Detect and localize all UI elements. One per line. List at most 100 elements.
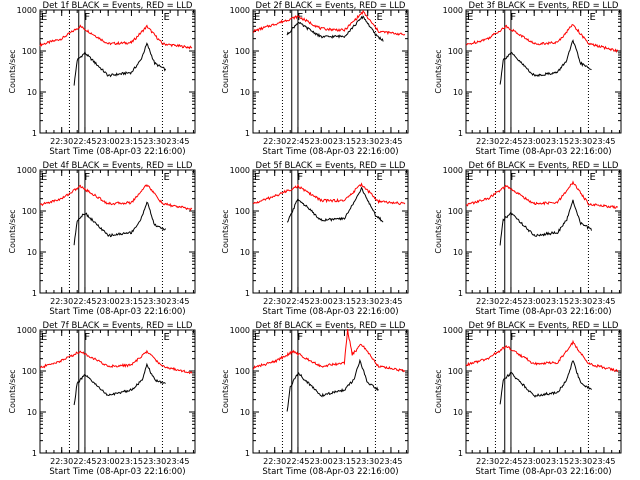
lld-rate-line — [465, 339, 619, 373]
y-tick-label: 10 — [27, 408, 37, 417]
event-marker-label: E — [41, 332, 47, 343]
event-rate-line — [499, 359, 592, 405]
y-tick-label: 10 — [240, 248, 250, 257]
x-tick-label: 23:45 — [592, 457, 615, 466]
panel-title: Det 1f BLACK = Events, RED = LLD — [43, 1, 193, 11]
y-tick-label: 1000 — [17, 6, 37, 15]
detector-panel: Det 7f BLACK = Events, RED = LLD 1 10 100 10… — [8, 321, 196, 477]
event-marker-label: E — [376, 332, 382, 343]
x-tick-label: 23:30 — [356, 457, 379, 466]
event-marker-label: E — [254, 332, 260, 343]
detector-panel: Det 4f BLACK = Events, RED = LLD 1 10 100 10… — [8, 161, 196, 317]
x-tick-label: 23:00 — [97, 457, 120, 466]
x-tick-label: 22:45 — [73, 457, 96, 466]
plot-frame — [465, 329, 622, 454]
x-tick-label: 23:00 — [523, 457, 546, 466]
y-tick-label: 1000 — [17, 326, 37, 335]
x-axis-label: Start Time (08-Apr-03 22:16:00) — [262, 307, 398, 317]
event-marker-label: E — [467, 12, 473, 23]
event-marker-label: F — [510, 172, 516, 183]
y-tick-label: 10 — [27, 248, 37, 257]
x-tick-label: 23:15 — [546, 457, 569, 466]
x-tick-label: 22:30 — [50, 457, 73, 466]
y-tick-label: 1 — [245, 289, 250, 298]
y-tick-label: 100 — [235, 367, 250, 376]
lld-rate-line — [39, 184, 193, 212]
x-tick-label: 23:30 — [569, 457, 592, 466]
x-tick-label: 22:30 — [263, 457, 286, 466]
x-tick-label: 22:30 — [50, 137, 73, 146]
y-axis-label: Counts/sec — [434, 49, 443, 93]
y-tick-label: 10 — [453, 88, 463, 97]
plot-frame — [252, 329, 409, 454]
x-tick-label: 23:45 — [379, 297, 402, 306]
event-marker-label: E — [163, 12, 169, 23]
x-tick-label: 23:00 — [97, 297, 120, 306]
panel-title: Det 7f BLACK = Events, RED = LLD — [43, 321, 193, 331]
y-tick-label: 10 — [27, 88, 37, 97]
x-tick-label: 23:15 — [546, 297, 569, 306]
y-tick-label: 1 — [32, 129, 37, 138]
y-tick-label: 1 — [458, 449, 463, 458]
event-rate-line — [73, 201, 167, 246]
detector-panel: Det 1f BLACK = Events, RED = LLD 1 10 100 10… — [8, 1, 196, 157]
event-rate-line — [286, 15, 384, 42]
x-tick-label: 23:45 — [166, 137, 189, 146]
event-rate-line — [499, 39, 592, 85]
y-tick-label: 1 — [458, 289, 463, 298]
detector-panel: Det 2f BLACK = Events, RED = LLD 1 10 100 10… — [221, 1, 409, 157]
y-tick-label: 1000 — [230, 326, 250, 335]
x-tick-label: 22:45 — [499, 297, 522, 306]
panel-title: Det 8f BLACK = Events, RED = LLD — [256, 321, 406, 331]
x-axis-label: Start Time (08-Apr-03 22:16:00) — [262, 147, 398, 157]
x-tick-label: 22:45 — [286, 457, 309, 466]
x-tick-label: 22:45 — [286, 297, 309, 306]
lld-rate-line — [252, 182, 406, 206]
x-tick-label: 23:45 — [592, 137, 615, 146]
plot-frame — [252, 9, 409, 134]
plot-frame — [252, 169, 409, 294]
event-marker-label: E — [41, 12, 47, 23]
detector-panel: Det 6f BLACK = Events, RED = LLD 1 10 100 10… — [434, 161, 622, 317]
y-tick-label: 10 — [240, 88, 250, 97]
event-marker-label: E — [467, 172, 473, 183]
event-rate-line — [499, 199, 592, 246]
panel-title: Det 2f BLACK = Events, RED = LLD — [256, 1, 406, 11]
y-axis-label: Counts/sec — [221, 209, 230, 253]
y-tick-label: 10 — [240, 408, 250, 417]
y-axis-label: Counts/sec — [8, 49, 17, 93]
y-axis-label: Counts/sec — [8, 209, 17, 253]
y-tick-label: 1 — [458, 129, 463, 138]
x-tick-label: 23:30 — [356, 297, 379, 306]
x-tick-label: 23:30 — [356, 137, 379, 146]
x-tick-label: 22:45 — [286, 137, 309, 146]
x-tick-label: 23:00 — [310, 297, 333, 306]
x-tick-label: 23:45 — [379, 457, 402, 466]
x-tick-label: 23:15 — [333, 137, 356, 146]
event-marker-label: E — [376, 12, 382, 23]
event-marker-label: E — [41, 172, 47, 183]
x-tick-label: 23:45 — [166, 457, 189, 466]
x-tick-label: 23:00 — [310, 137, 333, 146]
event-marker-label: E — [254, 12, 260, 23]
x-tick-label: 23:30 — [143, 137, 166, 146]
event-marker-label: F — [297, 172, 303, 183]
y-axis-label: Counts/sec — [434, 209, 443, 253]
y-tick-label: 100 — [22, 367, 37, 376]
x-tick-label: 22:45 — [73, 137, 96, 146]
x-tick-label: 23:15 — [546, 137, 569, 146]
lld-rate-line — [465, 180, 618, 209]
x-tick-label: 23:15 — [333, 297, 356, 306]
x-axis-label: Start Time (08-Apr-03 22:16:00) — [49, 307, 185, 317]
event-marker-label: F — [297, 332, 303, 343]
x-axis-label: Start Time (08-Apr-03 22:16:00) — [475, 467, 611, 477]
event-rate-line — [286, 358, 379, 412]
event-marker-label: E — [163, 332, 169, 343]
x-tick-label: 22:30 — [476, 297, 499, 306]
x-tick-label: 22:45 — [499, 457, 522, 466]
x-tick-label: 22:30 — [263, 297, 286, 306]
x-tick-label: 23:15 — [120, 457, 143, 466]
x-tick-label: 22:45 — [73, 297, 96, 306]
event-rate-line — [286, 186, 384, 223]
